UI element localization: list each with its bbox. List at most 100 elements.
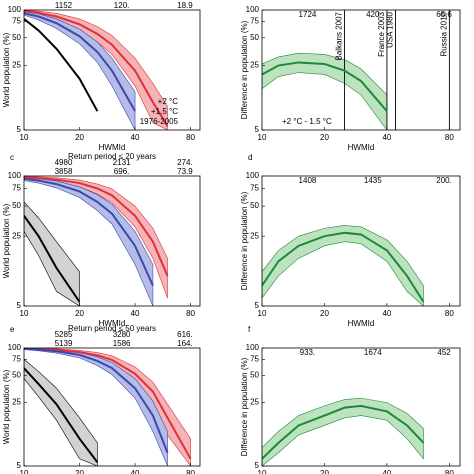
x-tick-label: 20	[320, 133, 329, 142]
x-tick-label: 20	[320, 309, 329, 318]
uncertainty-band	[24, 10, 168, 130]
y-tick-label: 100	[8, 343, 22, 352]
x-tick-label: 10	[20, 133, 29, 142]
x-tick-label: 40	[131, 469, 140, 474]
y-tick-label: 50	[250, 201, 259, 210]
legend-entry: +2 °C	[158, 97, 179, 106]
x-tick-label: 40	[382, 133, 391, 142]
event-label: France 2003	[377, 11, 386, 56]
event-label: Balkans 2007	[335, 11, 344, 60]
y-tick-label: 25	[250, 231, 259, 240]
x-axis-label: HWMId	[348, 143, 375, 152]
plot-frame	[23, 347, 201, 467]
panel-subtitle: Return period ≤ 20 years	[68, 152, 156, 161]
uncertainty-band	[24, 11, 136, 130]
return-count: 4980	[55, 158, 73, 167]
plot-area	[262, 10, 450, 130]
y-tick-label: 25	[12, 61, 21, 70]
series-line	[24, 348, 169, 454]
y-tick-label: 100	[8, 171, 22, 180]
y-axis-label: Difference in population (%)	[240, 20, 249, 119]
x-axis-label: HWMId	[99, 319, 126, 328]
x-tick-label: 40	[131, 309, 140, 318]
y-tick-label: 50	[250, 370, 259, 379]
uncertainty-band	[24, 358, 98, 466]
y-tick-label: 75	[250, 354, 259, 363]
series-line	[24, 10, 169, 127]
x-tick-label: 20	[75, 469, 84, 474]
event-label: Russia 2010	[439, 11, 448, 56]
panel-label: c	[10, 153, 14, 162]
y-tick-label: 5	[255, 461, 260, 470]
y-axis-label: World population (%)	[2, 32, 11, 107]
x-tick-label: 10	[258, 133, 267, 142]
y-axis-label: Difference in population (%)	[240, 357, 249, 456]
panel-subtitle: Return period ≤ 50 years	[68, 324, 156, 333]
return-count: 3858	[55, 167, 73, 176]
x-tick-label: 80	[445, 309, 454, 318]
y-tick-label: 75	[250, 17, 259, 26]
legend-entry: 1976-2005	[140, 117, 179, 126]
x-tick-label: 40	[382, 469, 391, 474]
return-count: 164.	[177, 339, 193, 348]
series-line	[262, 61, 388, 112]
return-count: 5285	[55, 330, 73, 339]
x-axis-label: HWMId	[348, 319, 375, 328]
return-count: 65.6	[436, 10, 452, 19]
return-count: 3280	[113, 330, 131, 339]
plot-frame	[23, 175, 201, 307]
return-count: 1724	[299, 10, 317, 19]
x-tick-label: 10	[20, 469, 29, 474]
x-tick-label: 10	[258, 469, 267, 474]
return-count: 200.	[436, 176, 452, 185]
series-line	[262, 231, 425, 303]
return-count: 452	[437, 348, 451, 357]
y-tick-label: 5	[255, 125, 260, 134]
x-tick-label: 20	[75, 133, 84, 142]
y-tick-label: 5	[255, 301, 260, 310]
panel-label: d	[248, 153, 252, 162]
y-tick-label: 25	[250, 398, 259, 407]
plot-area	[262, 225, 425, 306]
return-count: 18.9	[177, 1, 193, 10]
y-tick-label: 25	[12, 231, 21, 240]
return-count: 1674	[364, 348, 382, 357]
x-tick-label: 20	[320, 469, 329, 474]
series-line	[262, 404, 425, 460]
plot-area	[24, 10, 169, 130]
x-tick-label: 80	[445, 133, 454, 142]
plot-frame	[261, 9, 461, 131]
return-count: 1435	[364, 176, 382, 185]
x-tick-label: 20	[75, 309, 84, 318]
y-tick-label: 25	[250, 61, 259, 70]
plot-frame	[261, 347, 461, 467]
y-axis-label: World population (%)	[2, 369, 11, 444]
y-tick-label: 75	[12, 354, 21, 363]
x-tick-label: 10	[20, 309, 29, 318]
y-tick-label: 75	[12, 184, 21, 193]
y-tick-label: 50	[12, 201, 21, 210]
y-tick-label: 5	[17, 125, 22, 134]
return-count: 274.	[177, 158, 193, 167]
plot-area	[262, 397, 425, 466]
panel-label: f	[248, 325, 251, 334]
plot-frame	[261, 175, 461, 307]
y-tick-label: 100	[246, 5, 260, 14]
return-count: 2131	[113, 158, 131, 167]
return-count: 1152	[55, 1, 73, 10]
x-tick-label: 80	[445, 469, 454, 474]
y-tick-label: 100	[8, 5, 22, 14]
legend-entry: +1.5 °C	[151, 107, 178, 116]
return-count: 73.9	[177, 167, 193, 176]
y-tick-label: 5	[17, 301, 22, 310]
y-tick-label: 50	[12, 33, 21, 42]
y-axis-label: World population (%)	[2, 203, 11, 278]
uncertainty-band	[24, 177, 154, 306]
series-line	[24, 177, 154, 287]
plot-area	[24, 176, 169, 306]
y-tick-label: 75	[12, 17, 21, 26]
return-count: 420	[366, 10, 380, 19]
y-axis-label: Difference in population (%)	[240, 191, 249, 290]
series-line	[24, 18, 99, 112]
